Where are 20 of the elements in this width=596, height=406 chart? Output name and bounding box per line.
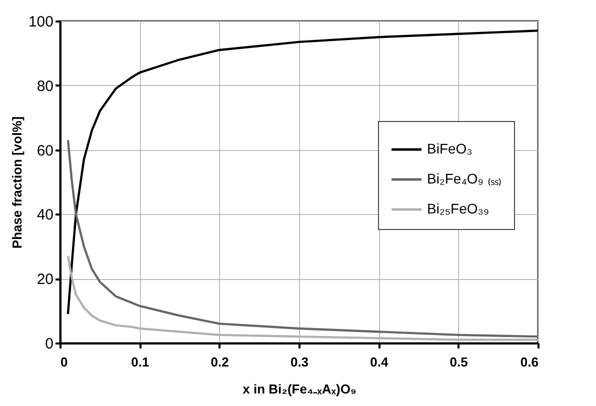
legend-label: Bi₂₅FeO₃₉ [427, 200, 490, 216]
y-tick-label: 80 [36, 78, 54, 95]
x-tick-label: 0.1 [131, 354, 150, 370]
x-tick-label: 0 [60, 354, 68, 370]
y-axis-title: Phase fraction [vol%] [9, 116, 24, 249]
line-series [66, 139, 540, 338]
y-tick-label: 60 [36, 142, 54, 160]
y-tick-label: 20 [36, 271, 54, 288]
legend-label: BiFeO₃ [427, 140, 472, 156]
x-axis-title: x in Bi₂(Fe₄₋ₓAₓ)O₉ [242, 382, 356, 396]
x-tick-label: 0.4 [370, 354, 389, 370]
y-tick-label: 40 [36, 206, 54, 224]
x-tick-label: 0.6 [520, 354, 538, 370]
legend-label: Bi₂Fe₄O₉ ₍ₛₛ₎ [427, 170, 502, 186]
x-tick-label: 0.5 [450, 354, 468, 370]
y-tick-label: 0 [45, 336, 54, 352]
x-tick-label: 0.2 [210, 354, 229, 370]
x-tick-label: 0.3 [290, 354, 309, 370]
y-tick-label: 100 [28, 14, 54, 30]
line-series [66, 30, 540, 316]
